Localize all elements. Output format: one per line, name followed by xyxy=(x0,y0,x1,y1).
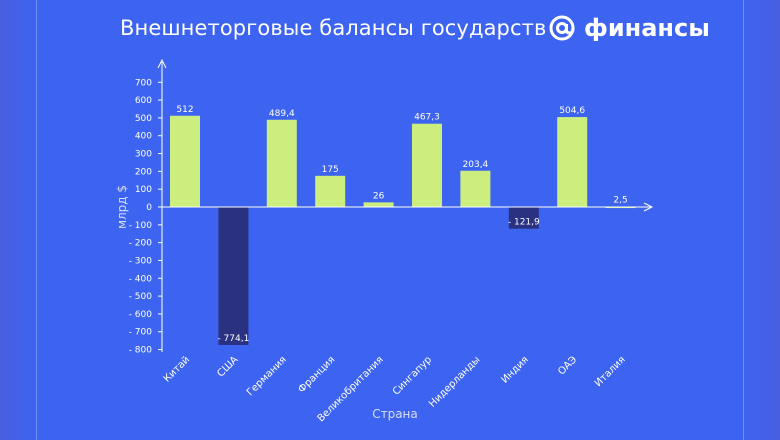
y-tick-label: 200 xyxy=(135,167,152,177)
data-label: 489,4 xyxy=(269,109,295,119)
y-tick-label: 600 xyxy=(135,96,152,106)
data-label: - 121,9 xyxy=(508,218,540,228)
bar xyxy=(315,175,346,207)
x-tick-label: ОАЭ xyxy=(556,354,579,377)
y-tick-label: - 800 xyxy=(129,346,153,356)
x-tick-label: США xyxy=(215,354,240,379)
y-tick-label: - 500 xyxy=(129,292,153,302)
y-tick-label: - 100 xyxy=(129,221,153,231)
y-tick-label: 700 xyxy=(135,78,152,88)
data-label: 203,4 xyxy=(463,160,489,170)
x-tick-label: Индия xyxy=(499,354,530,385)
x-tick-label: Нидерланды xyxy=(427,354,482,409)
x-axis-title: Страна xyxy=(372,407,418,421)
brand-name: финансы xyxy=(584,14,710,42)
bar xyxy=(170,115,200,207)
bar xyxy=(557,117,588,207)
y-tick-label: - 600 xyxy=(129,310,153,320)
y-tick-label: 300 xyxy=(135,150,152,160)
at-sign-icon xyxy=(549,15,575,41)
y-tick-label: - 200 xyxy=(129,239,153,249)
x-tick-label: Италия xyxy=(593,354,628,389)
data-label: 175 xyxy=(322,165,339,175)
data-label: 26 xyxy=(373,191,385,201)
y-tick-label: 400 xyxy=(135,132,152,142)
bar xyxy=(460,170,491,207)
data-label: - 774,1 xyxy=(217,334,249,344)
x-tick-label: Франция xyxy=(296,354,337,395)
bar xyxy=(508,207,539,229)
x-tick-label: Сингапур xyxy=(391,354,434,397)
left-divider xyxy=(36,0,37,440)
y-axis-title: млрд $ xyxy=(115,185,129,229)
data-label: 467,3 xyxy=(414,113,440,123)
y-tick-label: 100 xyxy=(135,185,152,195)
bar xyxy=(363,202,394,207)
x-tick-label: Германия xyxy=(245,354,289,398)
x-axis-arrow xyxy=(643,202,654,212)
bar xyxy=(412,123,442,207)
y-tick-label: 500 xyxy=(135,114,152,124)
right-divider xyxy=(743,0,744,440)
chart-title: Внешнеторговые балансы государств xyxy=(120,16,547,40)
y-tick-label: 0 xyxy=(146,203,152,213)
y-axis-arrow xyxy=(157,58,167,69)
data-label: 2,5 xyxy=(613,196,627,206)
y-tick-label: - 300 xyxy=(129,256,153,266)
bar xyxy=(266,119,297,207)
data-label: 512 xyxy=(176,105,193,115)
x-tick-label: Китай xyxy=(162,354,192,384)
bar xyxy=(218,207,249,345)
brand-logo: финансы xyxy=(548,14,710,42)
y-tick-label: - 700 xyxy=(129,328,153,338)
y-tick-label: - 400 xyxy=(129,274,153,284)
data-label: 504,6 xyxy=(559,106,585,116)
